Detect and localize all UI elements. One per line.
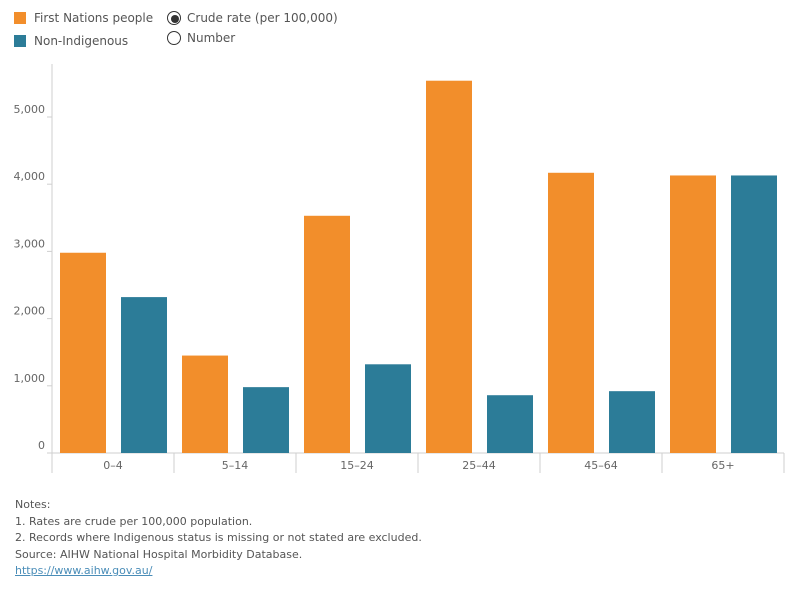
note-2: 2. Records where Indigenous status is mi… — [15, 531, 422, 544]
bar-first-nations[interactable] — [60, 252, 106, 453]
radio-label-crude-rate: Crude rate (per 100,000) — [187, 11, 338, 25]
source-link[interactable]: https://www.aihw.gov.au/ — [15, 564, 153, 577]
bar-non-indigenous[interactable] — [121, 297, 167, 453]
legend-swatch-first-nations — [14, 12, 26, 24]
bar-non-indigenous[interactable] — [731, 175, 777, 454]
y-tick-label: 1,000 — [14, 372, 46, 385]
bar-first-nations[interactable] — [670, 175, 716, 454]
bar-non-indigenous[interactable] — [487, 395, 533, 453]
y-tick-label: 2,000 — [14, 305, 46, 318]
legend-label-non-indigenous: Non-Indigenous — [34, 34, 129, 48]
x-tick-label: 0–4 — [103, 459, 123, 472]
radio-selected-dot — [171, 15, 179, 23]
legend-swatch-non-indigenous — [14, 35, 26, 47]
x-tick-label: 15–24 — [340, 459, 374, 472]
bar-first-nations[interactable] — [426, 80, 472, 453]
x-tick-label: 25–44 — [462, 459, 496, 472]
x-tick-label: 65+ — [711, 459, 734, 472]
radio-label-number: Number — [187, 31, 236, 45]
legend-label-first-nations: First Nations people — [34, 11, 154, 25]
y-tick-label: 3,000 — [14, 237, 46, 250]
y-tick-label: 5,000 — [14, 103, 46, 116]
y-tick-label: 4,000 — [14, 170, 46, 183]
bar-non-indigenous[interactable] — [243, 387, 289, 453]
radio-button-number[interactable] — [167, 31, 181, 45]
bar-non-indigenous[interactable] — [365, 364, 411, 453]
radio-button-crude-rate[interactable] — [167, 11, 181, 25]
x-tick-label: 45–64 — [584, 459, 618, 472]
source-text: Source: AIHW National Hospital Morbidity… — [15, 547, 303, 561]
notes-heading: Notes: — [15, 498, 51, 511]
bar-first-nations[interactable] — [548, 172, 594, 453]
note-1: 1. Rates are crude per 100,000 populatio… — [15, 514, 253, 528]
y-tick-label: 0 — [38, 439, 45, 452]
notes: Notes: 1. Rates are crude per 100,000 po… — [15, 497, 422, 580]
bar-first-nations[interactable] — [182, 355, 228, 453]
bar-non-indigenous[interactable] — [609, 391, 655, 453]
x-tick-label: 5–14 — [222, 459, 249, 472]
bar-first-nations[interactable] — [304, 215, 350, 453]
